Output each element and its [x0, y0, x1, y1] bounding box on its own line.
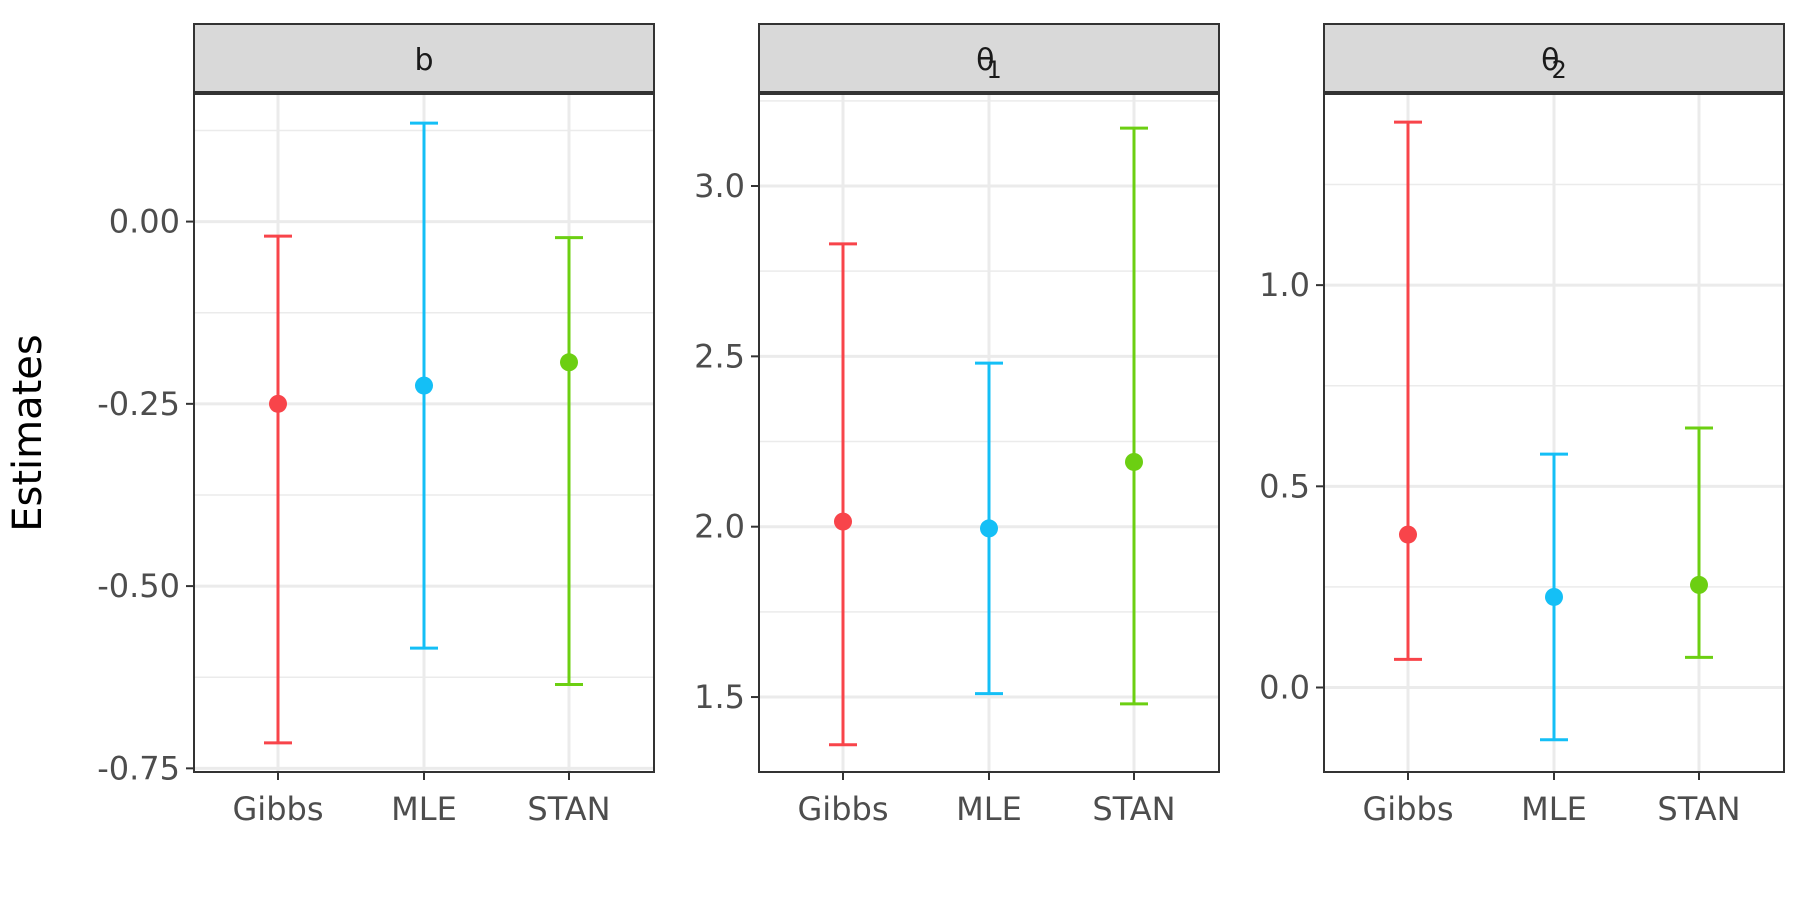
estimate-point-gibbs [1399, 525, 1417, 544]
estimate-point-mle [980, 519, 998, 538]
estimate-point-stan [1125, 452, 1143, 471]
x-tick-label-mle: MLE [391, 790, 457, 828]
x-tick-label-stan: STAN [1092, 790, 1175, 828]
x-tick-label-stan: STAN [527, 790, 610, 828]
estimate-point-mle [1545, 587, 1563, 606]
estimate-point-stan [1690, 575, 1708, 594]
y-tick-label: 1.5 [694, 678, 745, 716]
estimate-point-gibbs [834, 512, 852, 531]
x-tick-label-mle: MLE [1521, 790, 1587, 828]
x-tick-label-mle: MLE [956, 790, 1022, 828]
y-tick-label: 1.0 [1259, 266, 1310, 304]
y-axis-label: Estimates [5, 334, 51, 532]
x-tick-label-gibbs: Gibbs [798, 790, 889, 828]
strip-label: b [414, 43, 433, 78]
y-tick-label: -0.50 [97, 567, 180, 605]
strip-background [1323, 23, 1785, 93]
y-tick-label: 2.0 [694, 508, 745, 546]
y-tick-label: 2.5 [694, 337, 745, 375]
panel-1: b 0.00 -0.25 -0.50 -0.75 Gibbs MLE STAN [97, 23, 655, 828]
estimate-point-stan [560, 353, 578, 372]
strip-background [758, 23, 1220, 93]
x-tick-label-gibbs: Gibbs [1363, 790, 1454, 828]
x-tick-label-stan: STAN [1657, 790, 1740, 828]
strip-background [193, 23, 655, 93]
y-tick-label: 0.0 [1259, 669, 1310, 707]
strip-subscript: 1 [987, 56, 1002, 84]
y-tick-label: -0.25 [97, 385, 180, 423]
y-tick-label: -0.75 [97, 749, 180, 787]
estimate-point-mle [415, 376, 433, 395]
x-tick-label-gibbs: Gibbs [233, 790, 324, 828]
estimate-point-gibbs [269, 394, 287, 413]
y-tick-label: 3.0 [694, 167, 745, 205]
y-tick-label: 0.00 [109, 203, 180, 241]
strip-subscript: 2 [1552, 56, 1567, 84]
y-tick-label: 0.5 [1259, 467, 1310, 505]
